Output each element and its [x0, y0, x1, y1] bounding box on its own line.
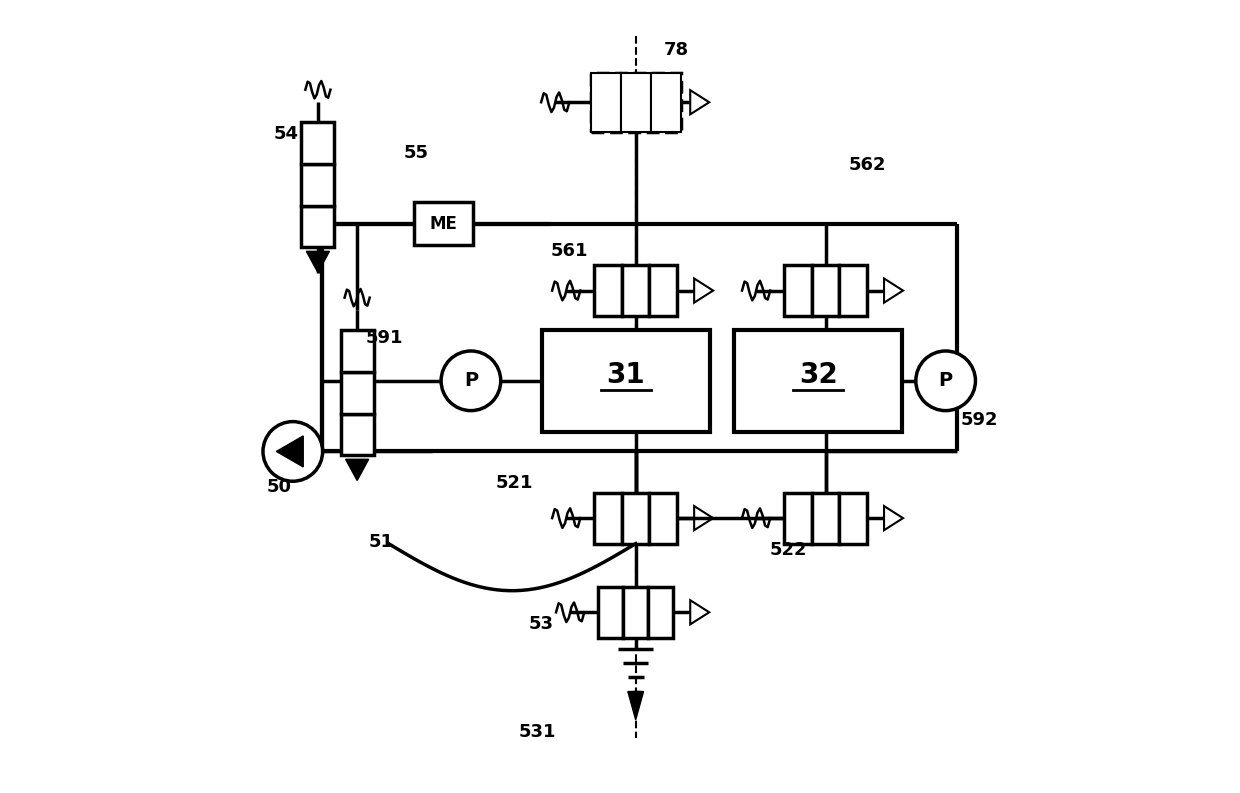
Bar: [812, 265, 839, 316]
Polygon shape: [306, 251, 330, 273]
Bar: [594, 492, 622, 544]
Polygon shape: [277, 436, 304, 467]
Text: 53: 53: [529, 615, 554, 633]
Text: P: P: [464, 371, 477, 390]
Text: 592: 592: [961, 411, 998, 429]
Text: 50: 50: [267, 477, 291, 496]
Bar: [590, 73, 681, 132]
Bar: [650, 265, 677, 316]
Bar: [812, 492, 839, 544]
Bar: [301, 205, 335, 247]
Bar: [624, 587, 649, 638]
Bar: [590, 73, 621, 132]
Text: 31: 31: [606, 361, 645, 389]
Bar: [341, 372, 373, 413]
Text: 32: 32: [799, 361, 837, 389]
Bar: [839, 265, 867, 316]
Bar: [341, 413, 373, 455]
Text: 522: 522: [770, 541, 807, 558]
Polygon shape: [627, 691, 644, 720]
Bar: [839, 492, 867, 544]
Bar: [650, 492, 677, 544]
Text: 591: 591: [366, 328, 403, 347]
Bar: [301, 163, 335, 205]
Text: 51: 51: [368, 533, 393, 550]
Circle shape: [916, 351, 976, 411]
Bar: [341, 330, 373, 372]
Text: 531: 531: [518, 722, 557, 741]
Bar: [622, 492, 650, 544]
Bar: [599, 587, 624, 638]
Text: P: P: [939, 371, 952, 390]
Text: 521: 521: [495, 473, 533, 492]
Bar: [594, 265, 622, 316]
Bar: [414, 202, 472, 246]
Bar: [649, 587, 673, 638]
Text: ME: ME: [429, 215, 458, 233]
Bar: [734, 330, 903, 432]
Bar: [785, 492, 812, 544]
Text: 55: 55: [403, 144, 429, 163]
Text: 54: 54: [274, 125, 299, 143]
Bar: [621, 73, 651, 132]
Bar: [785, 265, 812, 316]
Bar: [542, 330, 711, 432]
Text: 562: 562: [848, 156, 885, 174]
Bar: [622, 265, 650, 316]
Circle shape: [263, 422, 322, 481]
Bar: [651, 73, 681, 132]
Text: 561: 561: [551, 243, 588, 260]
Circle shape: [441, 351, 501, 411]
Text: 78: 78: [663, 40, 689, 59]
Bar: [301, 122, 335, 163]
Polygon shape: [346, 459, 368, 481]
